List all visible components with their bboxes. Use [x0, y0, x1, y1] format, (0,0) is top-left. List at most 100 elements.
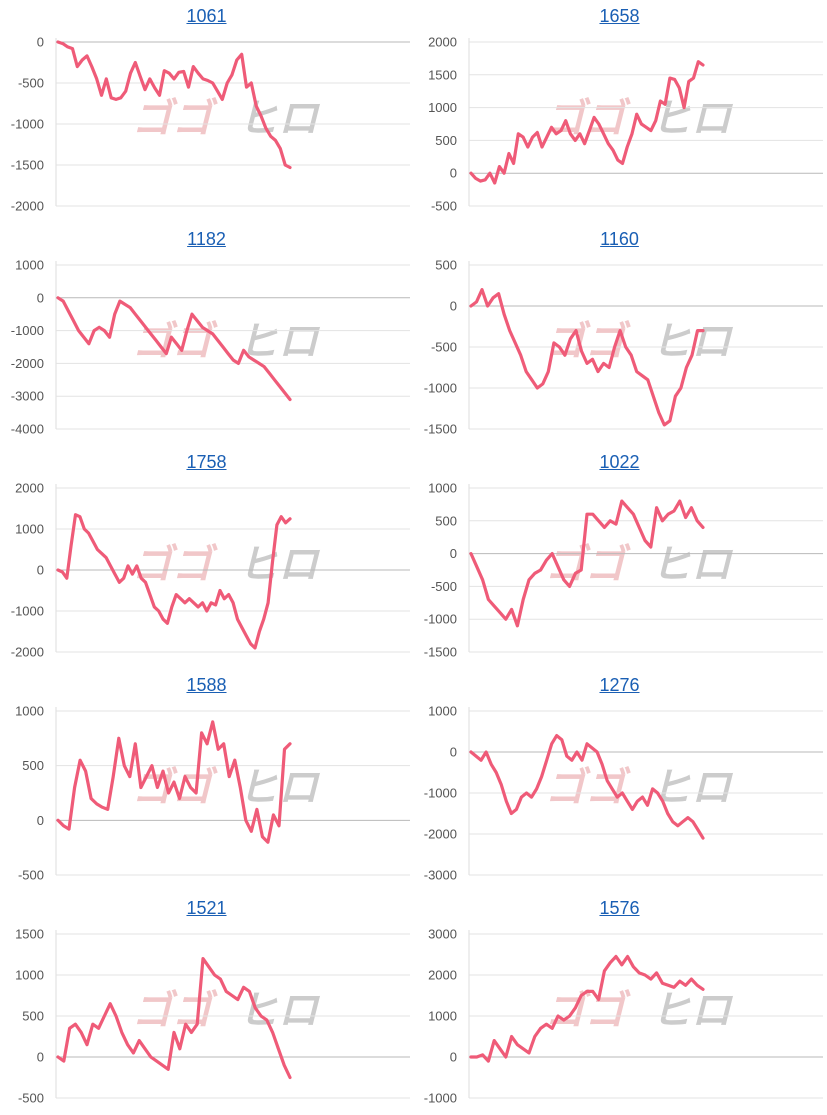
watermark-text-1: ゴゴ	[545, 542, 631, 588]
y-tick-label: 2000	[428, 35, 457, 50]
y-tick-label: -1000	[424, 786, 457, 801]
watermark-text-2: ヒロ	[651, 319, 734, 365]
chart-panel-1521: 1521 ゴゴ ヒロ 1500 1000 500 0 -500	[0, 892, 413, 1115]
watermark-logo: ゴゴ ヒロ	[545, 988, 734, 1034]
series-line	[469, 733, 705, 840]
y-tick-label: 1000	[15, 704, 44, 719]
watermark-logo: ゴゴ ヒロ	[132, 765, 321, 811]
y-tick-label: -3000	[424, 868, 457, 883]
chart-title-link[interactable]: 1576	[599, 898, 640, 918]
watermark-text-1: ゴゴ	[545, 765, 631, 811]
watermark-text-2: ヒロ	[238, 542, 321, 588]
chart-title-link[interactable]: 1061	[186, 6, 227, 26]
chart-plot: ゴゴ ヒロ 500 0 -500 -1000 -1500	[424, 258, 823, 437]
watermark-text-1: ゴゴ	[545, 319, 631, 365]
chart-title-link[interactable]: 1160	[600, 229, 639, 249]
y-tick-label: -500	[431, 199, 457, 214]
series-line	[469, 60, 705, 185]
watermark-logo: ゴゴ ヒロ	[545, 319, 734, 365]
chart-panel-1022: 1022 ゴゴ ヒロ 1000 500 0 -500 -1000 -1500	[413, 446, 826, 669]
watermark-text-2: ヒロ	[651, 542, 734, 588]
watermark-logo: ゴゴ ヒロ	[545, 765, 734, 811]
y-tick-label: 1000	[428, 481, 457, 496]
y-tick-label: 3000	[428, 927, 457, 942]
y-tick-label: -500	[18, 868, 44, 883]
y-tick-label: 500	[435, 258, 457, 273]
watermark-text-1: ゴゴ	[132, 542, 218, 588]
chart-plot: ゴゴ ヒロ 1500 1000 500 0 -500	[15, 927, 410, 1106]
chart-plot: ゴゴ ヒロ 2000 1000 0 -1000 -2000	[11, 481, 410, 660]
series-line	[56, 720, 292, 844]
chart-title-link[interactable]: 1658	[599, 6, 640, 26]
y-tick-label: -500	[18, 1091, 44, 1106]
chart-panel-1160: 1160 ゴゴ ヒロ 500 0 -500 -1000 -1500	[413, 223, 826, 446]
series-line	[56, 956, 292, 1080]
watermark-logo: ゴゴ ヒロ	[132, 542, 321, 588]
y-tick-label: 500	[435, 513, 457, 528]
y-tick-label: -2000	[11, 645, 44, 660]
watermark-text-1: ゴゴ	[132, 96, 218, 142]
chart-title-link[interactable]: 1022	[599, 452, 640, 472]
y-tick-label: -2000	[11, 356, 44, 371]
y-tick-label: 0	[450, 546, 457, 561]
y-tick-label: -1000	[11, 604, 44, 619]
y-tick-label: -500	[431, 579, 457, 594]
y-tick-label: -4000	[11, 422, 44, 437]
y-tick-label: 0	[37, 813, 44, 828]
y-tick-label: 1000	[15, 258, 44, 273]
watermark-text-1: ゴゴ	[132, 988, 218, 1034]
chart-panel-1658: 1658 ゴゴ ヒロ 2000 1500 1000 500 0 -500	[413, 0, 826, 223]
watermark-logo: ゴゴ ヒロ	[132, 988, 321, 1034]
chart-plot: ゴゴ ヒロ 1000 500 0 -500 -1000 -1500	[424, 481, 823, 660]
y-tick-label: 1500	[428, 67, 457, 82]
watermark-text-2: ヒロ	[651, 988, 734, 1034]
chart-plot: ゴゴ ヒロ 1000 500 0 -500	[15, 704, 410, 883]
watermark-logo: ゴゴ ヒロ	[132, 319, 321, 365]
series-line	[469, 954, 705, 1063]
y-tick-label: -1000	[11, 323, 44, 338]
y-tick-label: 1000	[428, 100, 457, 115]
chart-panel-1182: 1182 ゴゴ ヒロ 1000 0 -1000 -2000 -3000 -4000	[0, 223, 413, 446]
watermark-logo: ゴゴ ヒロ	[132, 96, 321, 142]
chart-panel-1758: 1758 ゴゴ ヒロ 2000 1000 0 -1000 -2000	[0, 446, 413, 669]
chart-panel-1276: 1276 ゴゴ ヒロ 1000 0 -1000 -2000 -3000	[413, 669, 826, 892]
y-tick-label: -1500	[424, 645, 457, 660]
y-tick-label: 2000	[15, 481, 44, 496]
chart-title-link[interactable]: 1758	[186, 452, 227, 472]
chart-title-link[interactable]: 1588	[186, 675, 227, 695]
y-tick-label: 0	[450, 299, 457, 314]
chart-panel-1576: 1576 ゴゴ ヒロ 3000 2000 1000 0 -1000	[413, 892, 826, 1115]
y-tick-label: -2000	[424, 827, 457, 842]
y-tick-label: 500	[435, 133, 457, 148]
y-tick-label: 0	[37, 290, 44, 305]
chart-plot: ゴゴ ヒロ 1000 0 -1000 -2000 -3000	[424, 704, 823, 883]
chart-panel-1061: 1061 ゴゴ ヒロ 0 -500 -1000 -1500 -2000	[0, 0, 413, 223]
y-tick-label: 1000	[15, 522, 44, 537]
chart-title-link[interactable]: 1521	[186, 898, 227, 918]
chart-panel-1588: 1588 ゴゴ ヒロ 1000 500 0 -500	[0, 669, 413, 892]
y-tick-label: -1000	[424, 612, 457, 627]
y-tick-label: 500	[22, 758, 44, 773]
series-line	[469, 287, 705, 427]
series-line	[56, 296, 292, 402]
y-tick-label: -3000	[11, 389, 44, 404]
y-tick-label: 0	[450, 166, 457, 181]
y-tick-label: 1000	[428, 704, 457, 719]
y-tick-label: 0	[450, 745, 457, 760]
y-tick-label: -500	[18, 76, 44, 91]
y-tick-label: 1000	[428, 1009, 457, 1024]
y-tick-label: 2000	[428, 968, 457, 983]
y-tick-label: 1500	[15, 927, 44, 942]
chart-title-link[interactable]: 1182	[187, 229, 226, 249]
y-tick-label: -500	[431, 340, 457, 355]
watermark-text-1: ゴゴ	[545, 988, 631, 1034]
watermark-logo: ゴゴ ヒロ	[545, 542, 734, 588]
y-tick-label: 500	[22, 1009, 44, 1024]
watermark-text-2: ヒロ	[238, 96, 321, 142]
y-tick-label: -1000	[424, 381, 457, 396]
chart-plot: ゴゴ ヒロ 3000 2000 1000 0 -1000	[424, 927, 823, 1106]
y-tick-label: -1000	[11, 117, 44, 132]
chart-title-link[interactable]: 1276	[599, 675, 640, 695]
y-tick-label: 0	[450, 1050, 457, 1065]
